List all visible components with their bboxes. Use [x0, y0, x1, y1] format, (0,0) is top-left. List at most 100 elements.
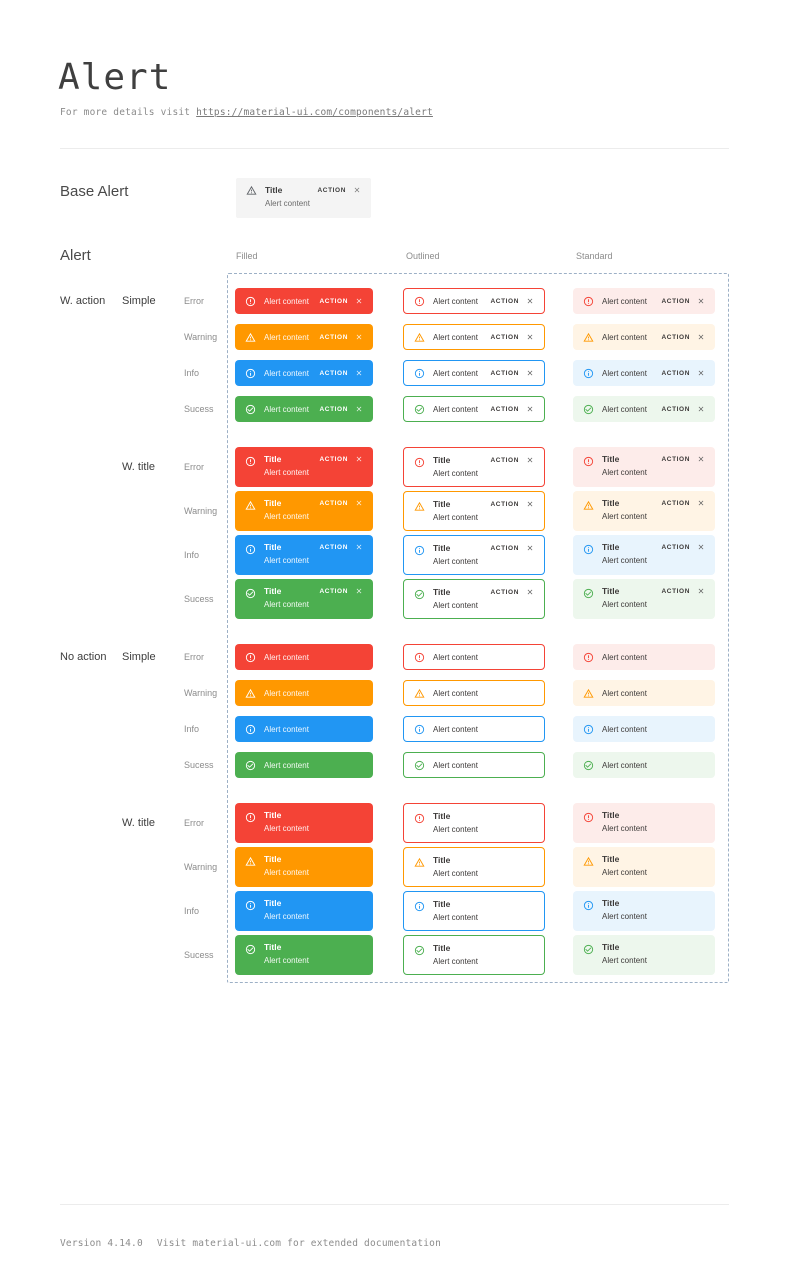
close-icon[interactable]: [355, 405, 363, 413]
alert-filled-warning-titled: Title ACTION Alert content: [235, 491, 373, 531]
alert-matrix-row: W. title Error Title Alert content Title Aler…: [60, 803, 729, 843]
close-icon[interactable]: [697, 333, 705, 341]
close-icon[interactable]: [355, 587, 363, 595]
action-button[interactable]: ACTION: [319, 587, 348, 595]
alert-matrix-row: Info Alert content Alert content Alert cont…: [60, 716, 729, 742]
severity-label-warning: Warning: [184, 688, 218, 698]
action-button[interactable]: ACTION: [661, 499, 690, 507]
close-icon[interactable]: [355, 543, 363, 551]
action-button[interactable]: ACTION: [490, 588, 519, 596]
close-icon[interactable]: [526, 297, 534, 305]
close-icon[interactable]: [526, 456, 534, 464]
alert-outlined-warning-simple: Alert content: [403, 680, 545, 706]
warning-triangle-icon: [245, 498, 256, 516]
severity-label-success: Sucess: [184, 594, 214, 604]
close-icon[interactable]: [697, 587, 705, 595]
alert-title: Title: [602, 942, 620, 952]
alert-content: Alert content: [264, 512, 309, 521]
close-icon[interactable]: [355, 499, 363, 507]
action-button[interactable]: ACTION: [661, 333, 690, 341]
alert-content: Alert content: [264, 912, 309, 921]
close-icon[interactable]: [697, 297, 705, 305]
action-button[interactable]: ACTION: [490, 297, 519, 305]
action-button[interactable]: ACTION: [661, 297, 690, 305]
alert-outlined-warning-titled: Title ACTION Alert content: [403, 491, 545, 531]
subtitle-link[interactable]: https://material-ui.com/components/alert: [196, 107, 433, 118]
warning-triangle-icon: [246, 185, 257, 196]
alert-content: Alert content: [602, 512, 647, 521]
close-icon[interactable]: [355, 297, 363, 305]
action-button[interactable]: ACTION: [319, 369, 348, 377]
alert-content: Alert content: [602, 760, 647, 770]
close-icon[interactable]: [697, 455, 705, 463]
alert-standard-warning-simple: Alert content ACTION: [573, 324, 715, 350]
alert-matrix-row: W. action Simple Error Alert content ACTION A…: [60, 288, 729, 314]
close-icon[interactable]: [526, 500, 534, 508]
alert-outlined-error-titled: Title Alert content: [403, 803, 545, 843]
alert-content: Alert content: [602, 468, 647, 477]
alert-matrix-row: Sucess Alert content ACTION Alert content AC…: [60, 396, 729, 422]
alert-title: Title: [602, 586, 620, 596]
action-button[interactable]: ACTION: [319, 297, 348, 305]
action-button[interactable]: ACTION: [490, 544, 519, 552]
alert-title: Title: [264, 542, 282, 552]
action-button[interactable]: ACTION: [661, 455, 690, 463]
alert-content: Alert content: [264, 468, 309, 477]
action-button[interactable]: ACTION: [319, 499, 348, 507]
close-icon[interactable]: [526, 588, 534, 596]
close-icon[interactable]: [697, 405, 705, 413]
action-button[interactable]: ACTION: [490, 500, 519, 508]
alert-matrix-row: Sucess Title ACTION Alert content Title ACTIO…: [60, 579, 729, 619]
check-circle-outline-icon: [245, 404, 256, 415]
alert-content: Alert content: [433, 296, 478, 306]
subgroup-label-w-title: W. title: [122, 461, 156, 473]
close-icon[interactable]: [697, 543, 705, 551]
action-button[interactable]: ACTION: [661, 405, 690, 413]
action-button[interactable]: ACTION: [490, 333, 519, 341]
alert-outlined-warning-titled: Title Alert content: [403, 847, 545, 887]
action-button[interactable]: ACTION: [319, 543, 348, 551]
alert-content: Alert content: [602, 404, 647, 414]
alert-filled-error-titled: Title Alert content: [235, 803, 373, 843]
action-button[interactable]: ACTION: [661, 587, 690, 595]
action-button[interactable]: ACTION: [490, 369, 519, 377]
action-button[interactable]: ACTION: [319, 455, 348, 463]
alert-content: Alert content: [433, 557, 478, 566]
alert-content: Alert content: [602, 688, 647, 698]
alert-content: Alert content: [433, 332, 478, 342]
action-button[interactable]: ACTION: [661, 369, 690, 377]
severity-label-warning: Warning: [184, 506, 218, 516]
alert-content: Alert content: [264, 688, 309, 698]
subgroup-label-simple: Simple: [122, 295, 156, 307]
close-icon[interactable]: [353, 186, 361, 194]
action-button[interactable]: ACTION: [661, 543, 690, 551]
close-icon[interactable]: [355, 455, 363, 463]
close-icon[interactable]: [697, 369, 705, 377]
error-outline-icon: [583, 296, 594, 307]
action-button[interactable]: ACTION: [319, 405, 348, 413]
check-circle-outline-icon: [414, 943, 425, 961]
close-icon[interactable]: [526, 544, 534, 552]
close-icon[interactable]: [526, 369, 534, 377]
action-button[interactable]: ACTION: [319, 333, 348, 341]
alert-outlined-info-titled: Title ACTION Alert content: [403, 535, 545, 575]
close-icon[interactable]: [526, 405, 534, 413]
alert-standard-info-simple: Alert content: [573, 716, 715, 742]
alert-filled-warning-simple: Alert content: [235, 680, 373, 706]
close-icon[interactable]: [355, 369, 363, 377]
warning-triangle-icon: [245, 332, 256, 343]
action-button[interactable]: ACTION: [490, 456, 519, 464]
close-icon[interactable]: [697, 499, 705, 507]
alert-standard-success-simple: Alert content ACTION: [573, 396, 715, 422]
alert-title: Title: [433, 587, 451, 597]
close-icon[interactable]: [526, 333, 534, 341]
severity-label-success: Sucess: [184, 950, 214, 960]
alert-matrix-row: Sucess Alert content Alert content Alert co…: [60, 752, 729, 778]
check-circle-outline-icon: [414, 404, 425, 415]
base-alert-title: Title: [265, 185, 283, 195]
action-button[interactable]: ACTION: [317, 186, 346, 194]
close-icon[interactable]: [355, 333, 363, 341]
error-outline-icon: [245, 652, 256, 663]
action-button[interactable]: ACTION: [490, 405, 519, 413]
dashed-frame: [227, 273, 729, 983]
